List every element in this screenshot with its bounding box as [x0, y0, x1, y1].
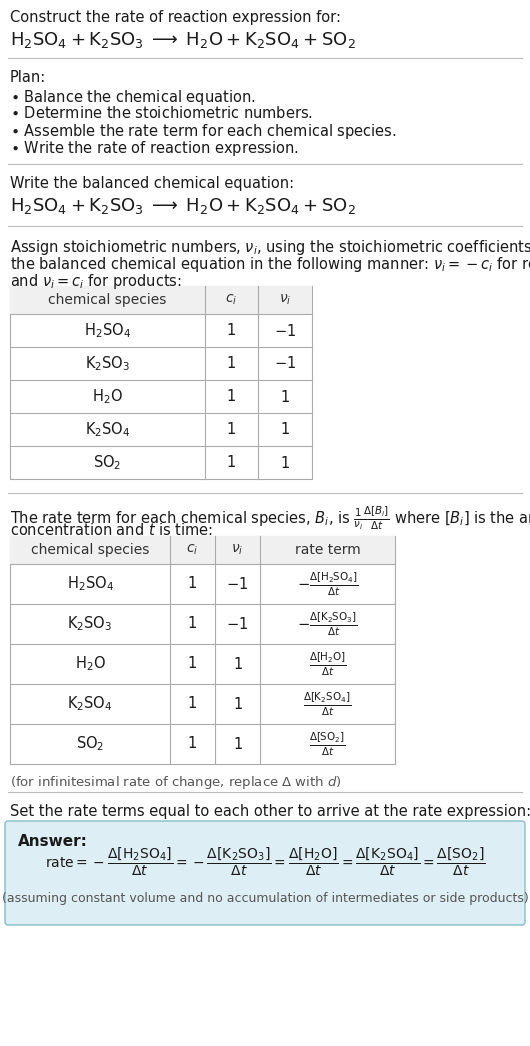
Text: $\bullet$ Determine the stoichiometric numbers.: $\bullet$ Determine the stoichiometric n… — [10, 105, 313, 121]
Text: concentration and $t$ is time:: concentration and $t$ is time: — [10, 522, 213, 538]
Bar — [10, 286, 312, 479]
Text: $-1$: $-1$ — [226, 576, 249, 592]
Text: $\mathrm{K_2SO_4}$: $\mathrm{K_2SO_4}$ — [85, 420, 130, 439]
Text: and $\nu_i = c_i$ for products:: and $\nu_i = c_i$ for products: — [10, 272, 182, 291]
Text: $-\frac{\Delta[\mathrm{K_2SO_3}]}{\Delta t}$: $-\frac{\Delta[\mathrm{K_2SO_3}]}{\Delta… — [297, 610, 358, 638]
Text: $-1$: $-1$ — [226, 616, 249, 632]
Text: 1: 1 — [188, 657, 197, 672]
Text: $\mathrm{rate} = -\dfrac{\Delta[\mathrm{H_2SO_4}]}{\Delta t} = -\dfrac{\Delta[\m: $\mathrm{rate} = -\dfrac{\Delta[\mathrm{… — [45, 846, 485, 879]
Text: 1: 1 — [188, 616, 197, 632]
Text: $-\frac{\Delta[\mathrm{H_2SO_4}]}{\Delta t}$: $-\frac{\Delta[\mathrm{H_2SO_4}]}{\Delta… — [297, 570, 358, 597]
Text: $1$: $1$ — [280, 455, 290, 471]
Text: $\mathrm{K_2SO_4}$: $\mathrm{K_2SO_4}$ — [67, 695, 113, 713]
Text: rate term: rate term — [295, 543, 360, 558]
Text: $c_i$: $c_i$ — [225, 293, 237, 308]
Text: 1: 1 — [188, 576, 197, 591]
Text: $\mathrm{H_2SO_4 + K_2SO_3 \;\longrightarrow\; H_2O + K_2SO_4 + SO_2}$: $\mathrm{H_2SO_4 + K_2SO_3 \;\longrighta… — [10, 30, 356, 50]
Text: Construct the rate of reaction expression for:: Construct the rate of reaction expressio… — [10, 10, 341, 25]
Text: $1$: $1$ — [233, 696, 242, 712]
Text: $1$: $1$ — [280, 422, 290, 437]
Text: $\mathrm{H_2SO_4}$: $\mathrm{H_2SO_4}$ — [66, 574, 113, 593]
Text: 1: 1 — [188, 736, 197, 751]
Text: chemical species: chemical species — [48, 293, 167, 306]
Text: chemical species: chemical species — [31, 543, 149, 558]
Text: $\nu_i$: $\nu_i$ — [231, 543, 244, 558]
Text: $-1$: $-1$ — [274, 356, 296, 371]
Text: Set the rate terms equal to each other to arrive at the rate expression:: Set the rate terms equal to each other t… — [10, 804, 530, 819]
Text: 1: 1 — [188, 697, 197, 711]
Text: $\mathrm{K_2SO_3}$: $\mathrm{K_2SO_3}$ — [85, 355, 130, 372]
Text: $\mathrm{SO_2}$: $\mathrm{SO_2}$ — [93, 453, 122, 472]
Bar — [10, 536, 395, 564]
Text: Plan:: Plan: — [10, 70, 46, 85]
Text: 1: 1 — [227, 323, 236, 338]
Text: the balanced chemical equation in the following manner: $\nu_i = -c_i$ for react: the balanced chemical equation in the fo… — [10, 255, 530, 274]
Bar — [10, 536, 395, 764]
Text: 1: 1 — [227, 356, 236, 371]
Text: $1$: $1$ — [280, 388, 290, 405]
Text: $\bullet$ Balance the chemical equation.: $\bullet$ Balance the chemical equation. — [10, 88, 255, 107]
Text: Answer:: Answer: — [18, 834, 88, 849]
FancyBboxPatch shape — [5, 821, 525, 925]
Text: 1: 1 — [227, 389, 236, 404]
Text: Assign stoichiometric numbers, $\nu_i$, using the stoichiometric coefficients, $: Assign stoichiometric numbers, $\nu_i$, … — [10, 238, 530, 257]
Text: 1: 1 — [227, 455, 236, 470]
Text: The rate term for each chemical species, $B_i$, is $\frac{1}{\nu_i}\frac{\Delta[: The rate term for each chemical species,… — [10, 505, 530, 532]
Text: $-1$: $-1$ — [274, 322, 296, 339]
Text: $\mathrm{K_2SO_3}$: $\mathrm{K_2SO_3}$ — [67, 615, 113, 633]
Text: $\mathrm{H_2SO_4}$: $\mathrm{H_2SO_4}$ — [84, 321, 131, 340]
Text: $\mathrm{H_2O}$: $\mathrm{H_2O}$ — [92, 387, 123, 406]
Text: $\mathrm{H_2O}$: $\mathrm{H_2O}$ — [75, 655, 105, 674]
Text: Write the balanced chemical equation:: Write the balanced chemical equation: — [10, 176, 294, 191]
Text: $\mathrm{SO_2}$: $\mathrm{SO_2}$ — [76, 734, 104, 753]
Text: $\frac{\Delta[\mathrm{SO_2}]}{\Delta t}$: $\frac{\Delta[\mathrm{SO_2}]}{\Delta t}$ — [309, 730, 346, 757]
Text: $1$: $1$ — [233, 656, 242, 672]
Text: (assuming constant volume and no accumulation of intermediates or side products): (assuming constant volume and no accumul… — [2, 892, 528, 905]
Text: $1$: $1$ — [233, 736, 242, 752]
Text: $\bullet$ Write the rate of reaction expression.: $\bullet$ Write the rate of reaction exp… — [10, 139, 299, 158]
Text: 1: 1 — [227, 422, 236, 437]
Bar — [10, 286, 312, 314]
Text: $\bullet$ Assemble the rate term for each chemical species.: $\bullet$ Assemble the rate term for eac… — [10, 122, 396, 141]
Text: $c_i$: $c_i$ — [187, 543, 199, 558]
Text: $\frac{\Delta[\mathrm{K_2SO_4}]}{\Delta t}$: $\frac{\Delta[\mathrm{K_2SO_4}]}{\Delta … — [303, 690, 351, 718]
Text: $\mathrm{H_2SO_4 + K_2SO_3 \;\longrightarrow\; H_2O + K_2SO_4 + SO_2}$: $\mathrm{H_2SO_4 + K_2SO_3 \;\longrighta… — [10, 196, 356, 217]
Text: $\nu_i$: $\nu_i$ — [279, 293, 291, 308]
Text: $\frac{\Delta[\mathrm{H_2O}]}{\Delta t}$: $\frac{\Delta[\mathrm{H_2O}]}{\Delta t}$ — [308, 651, 347, 678]
Text: (for infinitesimal rate of change, replace $\Delta$ with $d$): (for infinitesimal rate of change, repla… — [10, 774, 342, 791]
